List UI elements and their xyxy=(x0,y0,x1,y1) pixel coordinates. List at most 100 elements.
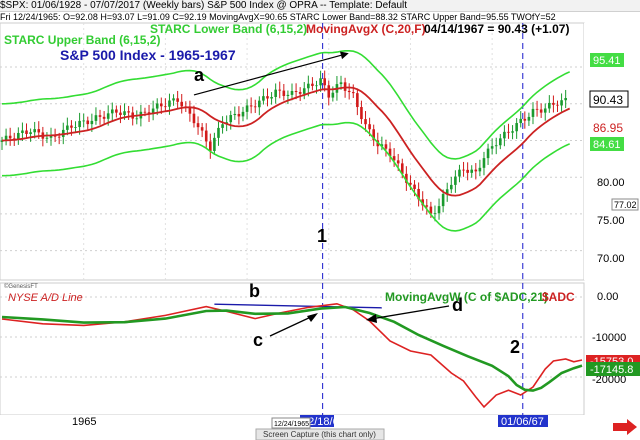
price-bar-body xyxy=(327,85,331,98)
price-bar-body xyxy=(507,131,510,133)
adc-ma-value-tag-text: -17145.8 xyxy=(590,364,633,376)
price-bar-body xyxy=(413,184,416,189)
header-symbol-text: $SPX: 01/06/1928 - 07/07/2017 (Weekly ba… xyxy=(0,0,408,11)
legend-moving-average: MovingAvgX (C,20,F) xyxy=(306,22,426,36)
price-bar-body xyxy=(478,167,482,172)
close-price-tag-value: 90.43 xyxy=(593,93,623,107)
annotation-a: a xyxy=(194,65,205,85)
price-bar-body xyxy=(319,78,322,86)
screen-capture-bar[interactable] xyxy=(255,428,385,440)
adline-tick-10000: -10000 xyxy=(592,332,626,344)
price-bar-body xyxy=(531,108,535,117)
price-bar-body xyxy=(474,169,478,172)
price-bar-body xyxy=(237,113,241,117)
price-bar-body xyxy=(462,169,465,171)
price-bar-body xyxy=(548,102,551,109)
price-bar-body xyxy=(74,127,77,128)
price-bar-body xyxy=(262,96,265,101)
x-marker-date-2: 01/06/67 xyxy=(501,416,544,428)
price-bar-body xyxy=(123,111,126,116)
price-bar-body xyxy=(539,109,543,113)
price-bar-body xyxy=(290,91,294,95)
price-bar-body xyxy=(523,118,527,121)
adc-moving-average-line xyxy=(1,305,583,392)
price-bar-body xyxy=(266,96,269,99)
adline-panel-plot-area xyxy=(0,282,585,416)
chart-title: S&P 500 Index - 1965-1967 xyxy=(60,47,236,63)
chart-header: $SPX: 01/06/1928 - 07/07/2017 (Weekly ba… xyxy=(0,0,640,12)
price-tick-70: 70.00 xyxy=(597,253,625,265)
price-panel-plot-area xyxy=(0,22,585,281)
price-bar-body xyxy=(12,138,16,140)
price-bar-body xyxy=(274,89,277,97)
screen-capture-text: Screen Capture (this chart only) xyxy=(263,430,376,439)
ma-tag-value: 86.95 xyxy=(593,121,623,135)
price-bar-body xyxy=(127,111,130,113)
price-bar-body xyxy=(78,120,81,128)
annotation-c: c xyxy=(253,330,263,350)
price-bar-body xyxy=(535,108,539,110)
price-bar-body xyxy=(249,105,253,107)
price-bar-body xyxy=(57,136,61,138)
chart-ohlc-readout: Fri 12/24/1965: O=92.08 H=93.07 L=91.09 … xyxy=(0,12,640,22)
price-bar-body xyxy=(360,107,363,120)
price-bar-body xyxy=(417,188,420,200)
price-bar-body xyxy=(454,176,457,185)
price-bar-body xyxy=(527,116,531,121)
price-bar-body xyxy=(458,169,461,177)
price-bar-body xyxy=(86,120,90,125)
price-bar-body xyxy=(364,119,367,125)
price-bar-body xyxy=(172,98,175,101)
price-bar-body xyxy=(372,129,375,141)
adline-gridlines xyxy=(0,296,584,378)
price-bar-body xyxy=(494,145,498,147)
price-bar-body xyxy=(392,156,396,161)
price-bar-body xyxy=(564,98,567,101)
price-bar-body xyxy=(384,144,388,149)
annotation-2: 2 xyxy=(510,337,520,357)
starc-upper-band xyxy=(1,50,571,160)
price-bar-body xyxy=(176,98,179,102)
price-bar-body xyxy=(233,113,237,116)
price-bar-body xyxy=(115,109,118,113)
price-bar-body xyxy=(37,129,41,133)
price-bar-body xyxy=(351,92,355,94)
price-bar-body xyxy=(8,135,12,139)
price-bar-body xyxy=(356,93,359,108)
price-bar-body xyxy=(405,173,408,183)
x-marker-date-1: 02/18/66 xyxy=(302,416,345,428)
price-bar-body xyxy=(421,199,425,206)
price-bar-body xyxy=(511,131,514,133)
price-bar-body xyxy=(168,100,171,107)
price-bar-body xyxy=(164,106,167,108)
price-bar-body xyxy=(209,141,212,151)
price-bar-body xyxy=(135,118,139,120)
price-bar-body xyxy=(486,148,490,159)
legend-adc: $ADC xyxy=(542,290,575,304)
price-bar-body xyxy=(102,116,106,119)
price-bar-body xyxy=(98,115,102,117)
arrow-c-head xyxy=(307,313,318,322)
close-price-tag xyxy=(589,90,629,108)
price-bar-body xyxy=(437,206,441,214)
price-bar-body xyxy=(331,92,335,98)
x-marker-date-2-box xyxy=(498,415,548,427)
adc-line xyxy=(1,302,583,409)
price-bar-body xyxy=(29,132,32,134)
price-bar-body xyxy=(409,182,412,185)
price-bar-body xyxy=(298,91,302,94)
price-bar-body xyxy=(204,130,208,142)
upper-band-tag-value: 95.41 xyxy=(593,55,621,67)
price-bar-body xyxy=(429,206,433,214)
price-bar-body xyxy=(82,120,85,122)
price-bar-body xyxy=(543,108,547,113)
price-bar-body xyxy=(217,127,220,138)
price-bar-body xyxy=(552,102,555,105)
price-bar-body xyxy=(53,135,57,137)
price-bar-body xyxy=(49,135,53,138)
price-bar-body xyxy=(180,101,184,107)
price-bar-body xyxy=(482,158,486,168)
price-bar-body xyxy=(33,129,36,133)
price-bar-body xyxy=(21,130,24,133)
scroll-right-arrow-icon[interactable] xyxy=(613,419,637,435)
